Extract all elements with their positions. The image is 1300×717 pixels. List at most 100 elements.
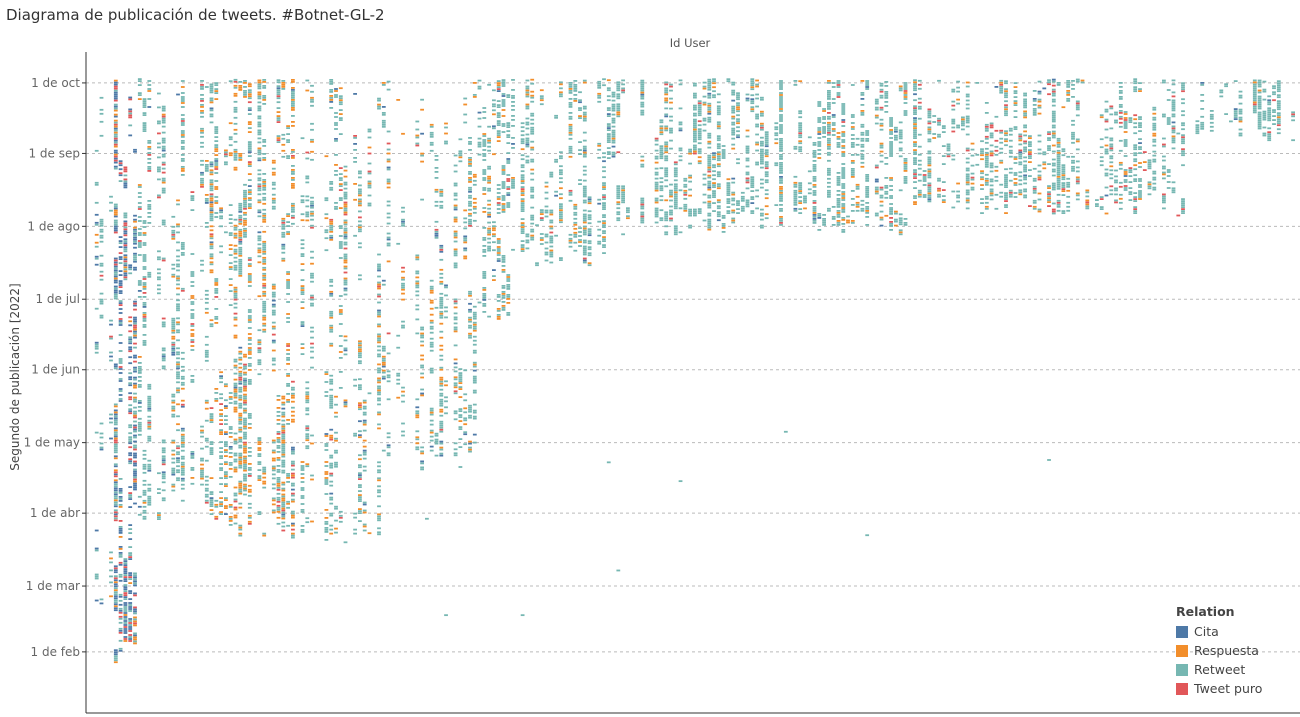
tweet-mark: [673, 175, 678, 178]
tweet-mark: [673, 233, 678, 236]
tweet-mark: [228, 154, 233, 157]
tweet-mark: [310, 366, 314, 369]
tweet-mark: [688, 194, 692, 197]
tweet-mark: [329, 496, 334, 499]
tweet-mark: [180, 487, 185, 490]
tweet-mark: [238, 398, 243, 401]
tweet-mark: [133, 414, 137, 417]
tweet-mark: [113, 571, 118, 574]
tweet-mark: [238, 420, 243, 423]
tweet-mark: [281, 517, 286, 520]
tweet-mark: [329, 238, 334, 241]
tweet-mark: [501, 165, 506, 167]
tweet-mark: [377, 505, 381, 508]
tweet-mark: [113, 155, 118, 158]
tweet-mark: [582, 225, 587, 228]
tweet-mark: [482, 251, 487, 253]
tweet-mark: [257, 439, 262, 441]
tweet-mark: [415, 128, 420, 131]
tweet-mark: [611, 153, 616, 156]
tweet-mark: [123, 594, 128, 596]
tweet-mark: [544, 247, 549, 250]
tweet-mark: [693, 118, 697, 121]
tweet-mark: [707, 96, 712, 99]
tweet-mark: [343, 213, 348, 216]
tweet-mark: [233, 486, 238, 489]
tweet-mark: [439, 194, 444, 197]
tweet-mark: [496, 294, 501, 296]
tweet-mark: [262, 278, 267, 281]
tweet-mark: [779, 148, 783, 150]
tweet-mark: [673, 191, 678, 194]
tweet-mark: [161, 497, 166, 500]
tweet-mark: [463, 113, 468, 116]
tweet-mark: [745, 205, 750, 208]
tweet-mark: [793, 147, 798, 150]
tweet-mark: [688, 162, 692, 165]
tweet-mark: [779, 132, 783, 134]
tweet-mark: [353, 93, 357, 95]
tweet-mark: [291, 420, 295, 423]
tweet-mark: [501, 199, 506, 201]
tweet-mark: [329, 398, 334, 401]
tweet-mark: [401, 282, 405, 285]
tweet-mark: [338, 183, 343, 185]
tweet-mark: [233, 506, 238, 509]
tweet-mark: [673, 193, 678, 196]
tweet-mark: [654, 177, 659, 180]
tweet-mark: [200, 112, 204, 114]
tweet-mark: [161, 113, 166, 116]
tweet-mark: [812, 180, 817, 182]
tweet-mark: [113, 267, 118, 270]
tweet-mark: [247, 91, 252, 94]
tweet-mark: [113, 405, 118, 408]
tweet-mark: [99, 598, 104, 601]
tweet-mark: [137, 196, 142, 198]
tweet-mark: [291, 492, 295, 495]
tweet-mark: [338, 133, 343, 135]
tweet-mark: [161, 181, 166, 184]
tweet-mark: [520, 206, 525, 208]
tweet-mark: [597, 142, 602, 145]
tweet-mark: [233, 494, 238, 497]
tweet-mark: [157, 256, 161, 259]
tweet-mark: [482, 299, 487, 301]
tweet-mark: [568, 241, 573, 244]
tweet-mark: [329, 314, 334, 317]
tweet-mark: [113, 223, 118, 226]
tweet-mark: [243, 489, 247, 492]
tweet-mark: [439, 442, 444, 445]
tweet-mark: [94, 573, 99, 576]
tweet-mark: [755, 117, 759, 120]
tweet-mark: [118, 520, 123, 522]
tweet-mark: [257, 85, 262, 88]
tweet-mark: [99, 240, 104, 243]
tweet-mark: [305, 151, 310, 154]
tweet-mark: [123, 274, 128, 277]
tweet-mark: [472, 94, 477, 96]
tweet-mark: [324, 461, 329, 463]
tweet-mark: [616, 191, 621, 194]
tweet-mark: [798, 122, 803, 125]
tweet-mark: [214, 90, 219, 92]
tweet-mark: [276, 399, 281, 401]
tweet-mark: [291, 514, 295, 517]
tweet-mark: [482, 273, 487, 275]
tweet-mark: [602, 196, 606, 198]
tweet-mark: [707, 108, 712, 111]
tweet-mark: [305, 211, 310, 214]
tweet-mark: [377, 253, 381, 256]
tweet-mark: [180, 287, 185, 290]
tweet-mark: [362, 419, 367, 422]
tweet-mark: [669, 129, 673, 132]
tweet-mark: [209, 477, 214, 479]
tweet-mark: [118, 575, 123, 578]
tweet-mark: [118, 322, 123, 324]
tweet-mark: [343, 247, 348, 250]
tweet-mark: [94, 549, 99, 552]
tweet-mark: [659, 121, 664, 124]
tweet-mark: [224, 471, 228, 473]
tweet-mark: [243, 189, 247, 192]
tweet-mark: [157, 122, 161, 125]
tweet-mark: [358, 194, 362, 197]
